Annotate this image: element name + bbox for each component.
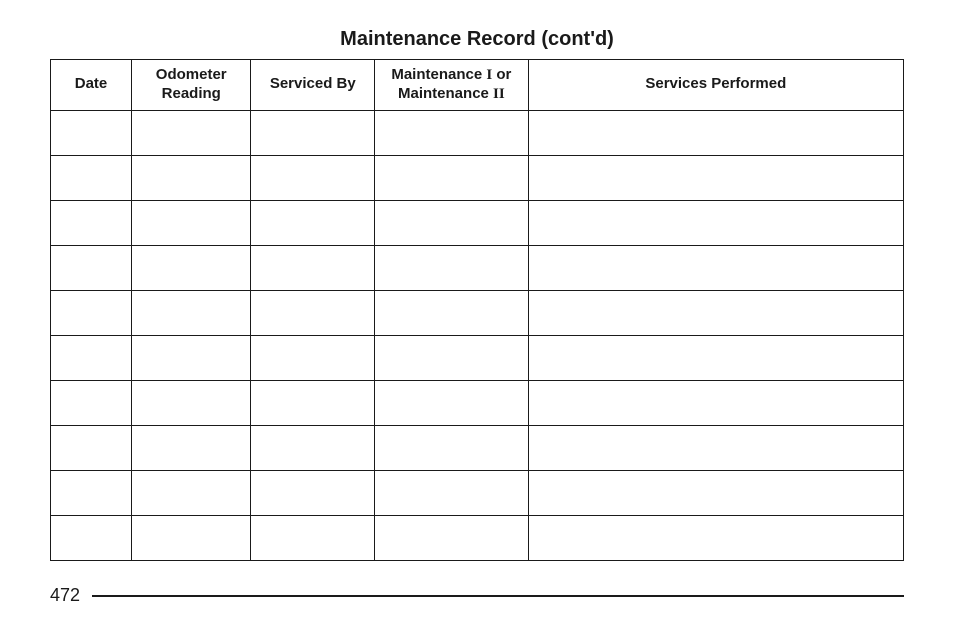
- cell: [528, 290, 903, 335]
- footer-rule: [92, 595, 904, 597]
- cell: [251, 245, 375, 290]
- cell: [251, 335, 375, 380]
- cell: [251, 470, 375, 515]
- col-header-odometer: Odometer Reading: [132, 60, 251, 111]
- cell: [132, 290, 251, 335]
- cell: [528, 515, 903, 560]
- cell: [51, 245, 132, 290]
- cell: [51, 380, 132, 425]
- cell: [375, 470, 529, 515]
- cell: [251, 290, 375, 335]
- cell: [132, 200, 251, 245]
- cell: [251, 380, 375, 425]
- page-footer: 472: [50, 585, 904, 606]
- cell: [51, 335, 132, 380]
- cell: [375, 155, 529, 200]
- cell: [528, 155, 903, 200]
- page-content: Maintenance Record (cont'd) Date Odomete…: [0, 0, 954, 561]
- cell: [132, 515, 251, 560]
- cell: [51, 155, 132, 200]
- cell: [251, 155, 375, 200]
- cell: [132, 470, 251, 515]
- table-row: [51, 200, 904, 245]
- col-header-maintenance: Maintenance I or Maintenance II: [375, 60, 529, 111]
- cell: [251, 425, 375, 470]
- maintenance-record-table: Date Odometer Reading Serviced By Mainte…: [50, 59, 904, 561]
- cell: [528, 425, 903, 470]
- col-header-maint-p3: Maintenance: [398, 85, 493, 102]
- cell: [375, 335, 529, 380]
- cell: [251, 110, 375, 155]
- table-row: [51, 155, 904, 200]
- cell: [375, 200, 529, 245]
- cell: [51, 200, 132, 245]
- table-row: [51, 245, 904, 290]
- cell: [528, 110, 903, 155]
- table-row: [51, 110, 904, 155]
- cell: [375, 110, 529, 155]
- cell: [132, 425, 251, 470]
- col-header-date: Date: [51, 60, 132, 111]
- cell: [528, 245, 903, 290]
- cell: [528, 335, 903, 380]
- cell: [375, 380, 529, 425]
- cell: [251, 515, 375, 560]
- col-header-odometer-l1: Odometer: [156, 66, 227, 83]
- page-number: 472: [50, 585, 80, 606]
- cell: [132, 110, 251, 155]
- table-row: [51, 470, 904, 515]
- cell: [528, 380, 903, 425]
- col-header-maint-roman2: II: [493, 86, 505, 102]
- table-body: [51, 110, 904, 560]
- table-header-row: Date Odometer Reading Serviced By Mainte…: [51, 60, 904, 111]
- page-title: Maintenance Record (cont'd): [50, 28, 904, 51]
- table-row: [51, 380, 904, 425]
- cell: [375, 425, 529, 470]
- col-header-serviced-by: Serviced By: [251, 60, 375, 111]
- col-header-services-performed: Services Performed: [528, 60, 903, 111]
- col-header-maint-p2: or: [492, 66, 511, 83]
- cell: [132, 155, 251, 200]
- table-row: [51, 335, 904, 380]
- cell: [375, 290, 529, 335]
- cell: [528, 200, 903, 245]
- cell: [51, 515, 132, 560]
- cell: [251, 200, 375, 245]
- table-row: [51, 290, 904, 335]
- cell: [132, 245, 251, 290]
- col-header-odometer-l2: Reading: [162, 85, 221, 102]
- cell: [528, 470, 903, 515]
- table-row: [51, 515, 904, 560]
- cell: [51, 425, 132, 470]
- table-row: [51, 425, 904, 470]
- cell: [51, 290, 132, 335]
- cell: [51, 470, 132, 515]
- cell: [375, 515, 529, 560]
- col-header-maint-p0: Maintenance: [391, 66, 486, 83]
- cell: [132, 380, 251, 425]
- cell: [51, 110, 132, 155]
- cell: [375, 245, 529, 290]
- cell: [132, 335, 251, 380]
